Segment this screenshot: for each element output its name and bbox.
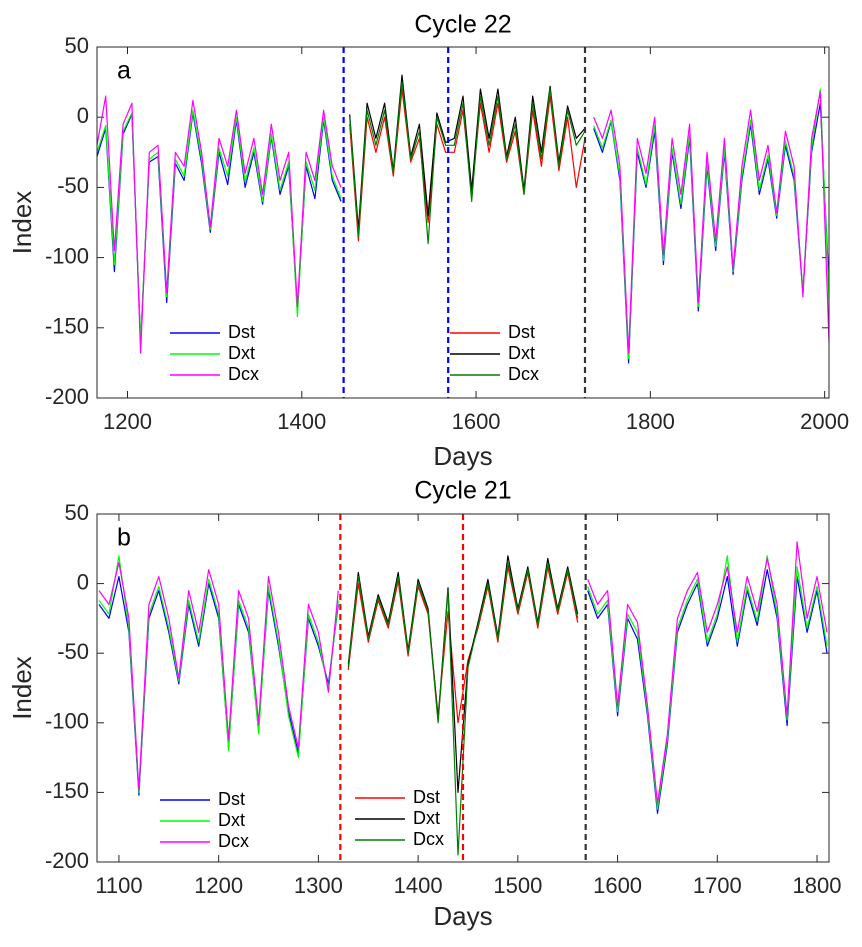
x-tick-label: 1800 [793, 873, 842, 898]
panel-label: b [117, 524, 131, 552]
series-line [96, 102, 830, 364]
legend-label: Dst [218, 789, 245, 809]
x-tick-label: 1500 [493, 873, 542, 898]
series-line [96, 88, 830, 360]
legend-label: Dxt [413, 808, 440, 828]
y-tick-label: 50 [65, 33, 89, 58]
legend-label: Dxt [218, 810, 245, 830]
x-tick-label: 1800 [626, 409, 675, 434]
x-tick-label: 1400 [394, 873, 443, 898]
x-tick-label: 1200 [103, 409, 152, 434]
series-line [98, 541, 828, 805]
x-tick-label: 2000 [800, 409, 849, 434]
x-tick-label: 1600 [452, 409, 501, 434]
y-axis-label: Index [7, 191, 37, 255]
series-line [347, 562, 579, 856]
y-tick-label: -100 [45, 709, 89, 734]
chart-title: Cycle 22 [414, 11, 511, 39]
x-tick-label: 1300 [294, 873, 343, 898]
x-tick-label: 1100 [95, 873, 142, 898]
series-line [349, 81, 586, 245]
panel-label: a [117, 57, 131, 85]
legend-label: Dxt [228, 343, 255, 363]
legend-label: Dst [228, 322, 255, 342]
legend-label: Dcx [228, 364, 259, 384]
series-line [349, 74, 586, 231]
x-axis-label: Days [433, 441, 492, 471]
x-axis-label: Days [433, 901, 492, 931]
y-tick-label: 50 [65, 500, 89, 525]
y-tick-label: -150 [45, 778, 89, 803]
legend-label: Dxt [508, 343, 535, 363]
chart-title: Cycle 21 [414, 477, 511, 505]
x-tick-label: 1200 [194, 873, 243, 898]
plot-frame [96, 46, 830, 399]
series-line [96, 91, 830, 354]
y-tick-label: -50 [57, 639, 89, 664]
x-tick-label: 1700 [693, 873, 742, 898]
y-tick-label: -50 [57, 173, 89, 198]
y-tick-label: -200 [45, 848, 89, 873]
x-tick-label: 1400 [277, 409, 326, 434]
legend-label: Dst [508, 322, 535, 342]
series-line [98, 555, 828, 810]
legend-label: Dcx [218, 831, 249, 851]
y-tick-label: 0 [77, 569, 89, 594]
plot-frame [96, 513, 830, 863]
y-tick-label: 0 [77, 103, 89, 128]
x-tick-label: 1600 [593, 873, 642, 898]
legend-label: Dst [413, 787, 440, 807]
y-tick-label: -100 [45, 243, 89, 268]
y-axis-label: Index [7, 656, 37, 720]
y-tick-label: -150 [45, 314, 89, 339]
legend-label: Dcx [508, 364, 539, 384]
y-tick-label: -200 [45, 384, 89, 409]
legend-label: Dcx [413, 829, 444, 849]
